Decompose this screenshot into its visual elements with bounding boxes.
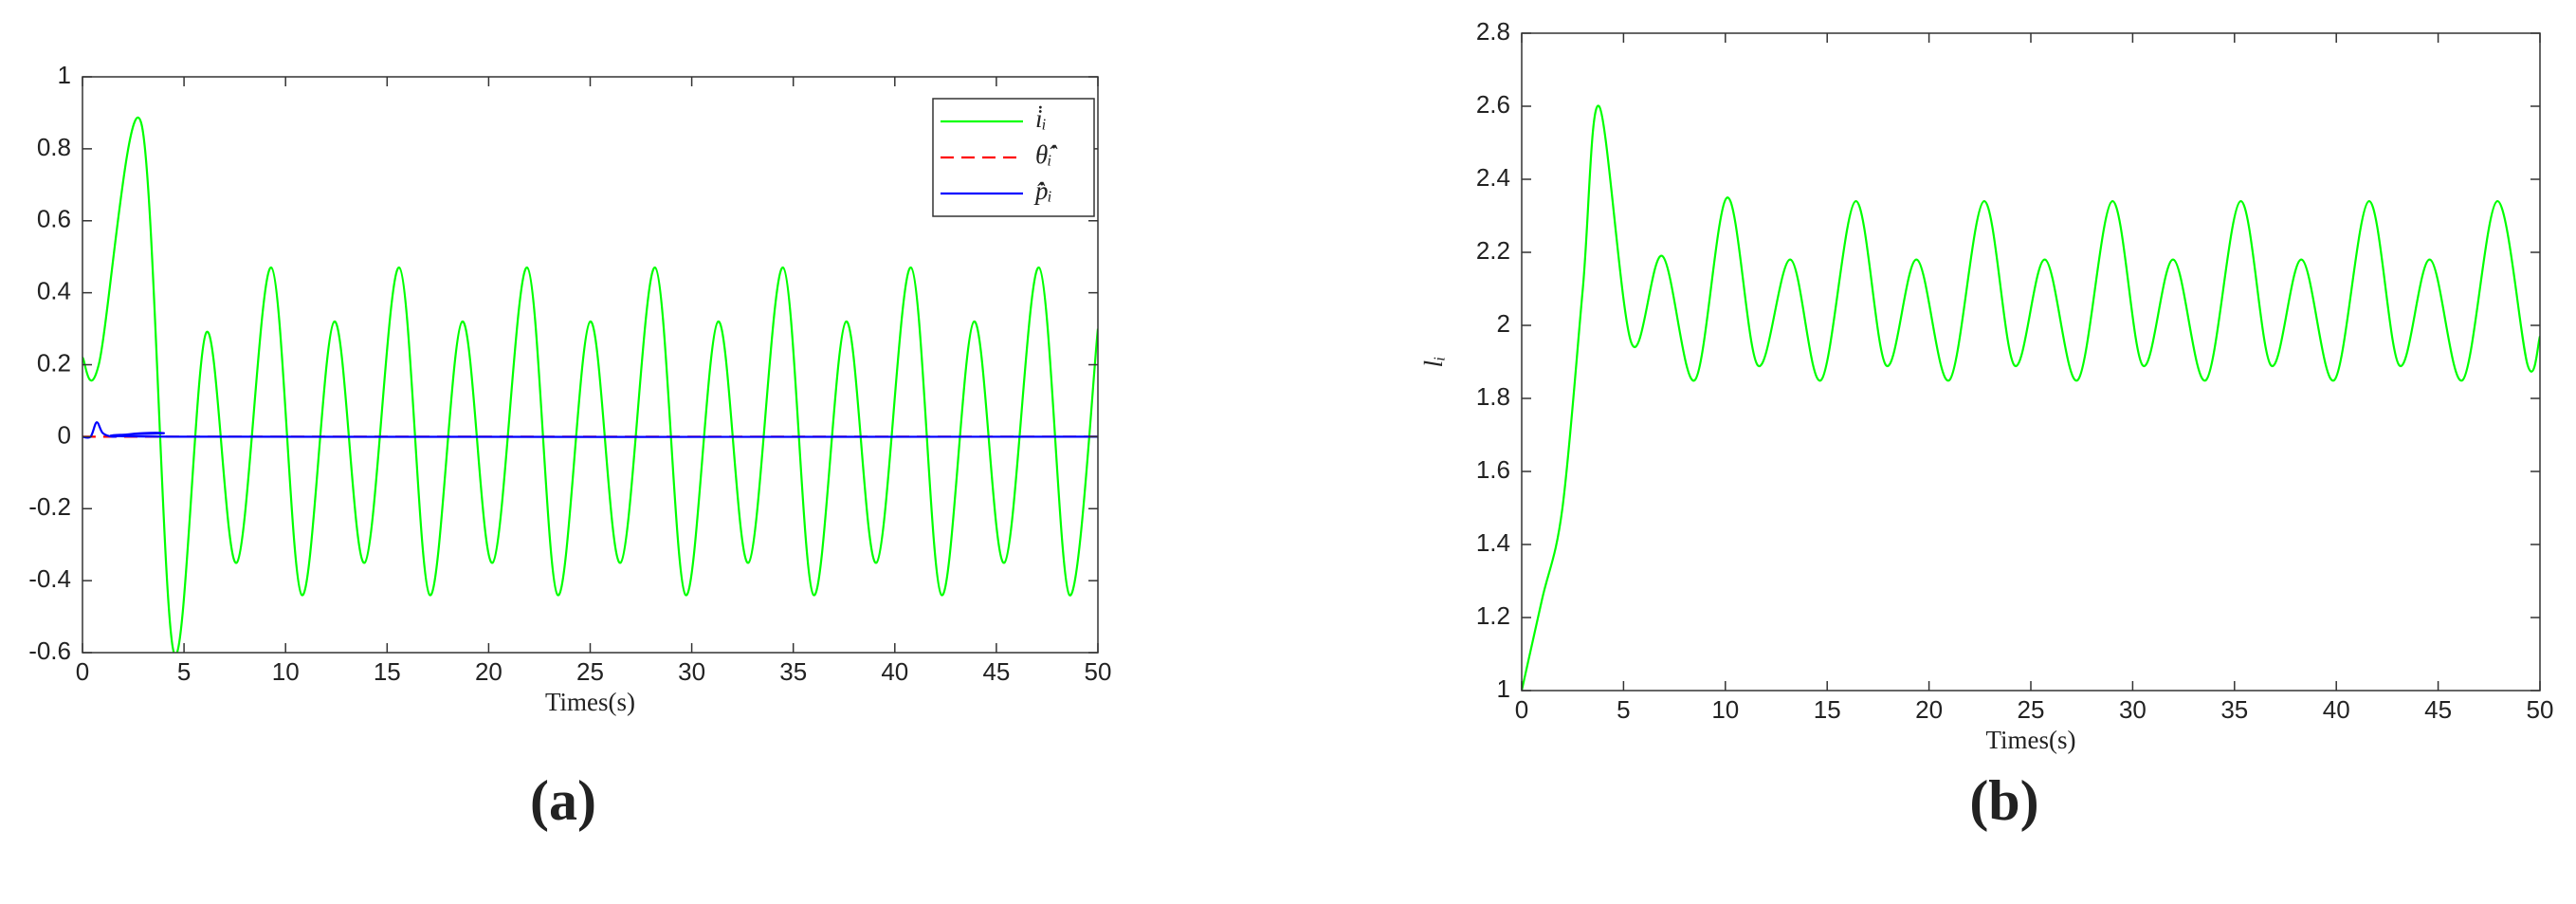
x-tick-label: 5 — [177, 657, 191, 686]
y-tick-label: 0.4 — [37, 277, 71, 305]
y-tick-label: -0.4 — [28, 564, 71, 593]
y-tick-label: 0.6 — [37, 205, 71, 233]
x-tick-label: 40 — [881, 657, 908, 686]
axes-box — [1521, 32, 2541, 692]
y-tick-label: 0.8 — [37, 133, 71, 161]
panel-label: (b) — [1969, 769, 2038, 832]
x-tick-label: 5 — [1617, 695, 1630, 724]
legend-box — [932, 98, 1095, 217]
y-axis-label: lᵢ — [1419, 357, 1448, 368]
x-tick-label: 35 — [2220, 695, 2248, 724]
x-tick-label: 45 — [2424, 695, 2452, 724]
x-tick-label: 20 — [1915, 695, 1943, 724]
y-tick-label: 1.8 — [1476, 382, 1510, 411]
data-line — [82, 421, 1098, 439]
x-tick-label: 40 — [2323, 695, 2350, 724]
x-tick-label: 0 — [1515, 695, 1528, 724]
y-tick-label: 2.6 — [1476, 90, 1510, 119]
panel-label: (a) — [530, 769, 596, 832]
legend-label: i̇ᵢ — [1035, 104, 1047, 133]
data-line — [82, 117, 1098, 653]
y-tick-label: -0.2 — [28, 492, 71, 521]
y-tick-label: -0.6 — [28, 636, 71, 665]
x-tick-label: 20 — [475, 657, 502, 686]
y-tick-label: 2.2 — [1476, 236, 1510, 265]
x-tick-label: 0 — [76, 657, 89, 686]
y-tick-label: 1.6 — [1476, 455, 1510, 484]
y-tick-label: 1 — [1497, 674, 1510, 703]
y-tick-label: 1.2 — [1476, 601, 1510, 630]
x-tick-label: 30 — [678, 657, 705, 686]
x-tick-label: 10 — [1711, 695, 1739, 724]
x-tick-label: 25 — [576, 657, 604, 686]
x-tick-label: 15 — [374, 657, 401, 686]
x-tick-label: 50 — [1085, 657, 1112, 686]
x-tick-label: 10 — [272, 657, 300, 686]
x-tick-label: 35 — [779, 657, 807, 686]
x-tick-label: 30 — [2119, 695, 2147, 724]
x-tick-label: 50 — [2527, 695, 2554, 724]
y-tick-label: 2.4 — [1476, 163, 1510, 192]
y-tick-label: 2.8 — [1476, 17, 1510, 46]
y-tick-label: 1 — [58, 61, 71, 89]
x-axis-label: Times(s) — [1985, 726, 2075, 754]
data-line — [1522, 104, 2540, 691]
y-tick-label: 0 — [58, 420, 71, 449]
y-tick-label: 2 — [1497, 309, 1510, 338]
x-tick-label: 15 — [1814, 695, 1841, 724]
legend-label: p̂̇ᵢ — [1033, 176, 1052, 205]
y-tick-label: 1.4 — [1476, 528, 1510, 557]
x-tick-label: 25 — [2018, 695, 2045, 724]
y-tick-label: 0.2 — [37, 348, 71, 377]
x-axis-label: Times(s) — [545, 688, 635, 716]
x-tick-label: 45 — [982, 657, 1010, 686]
